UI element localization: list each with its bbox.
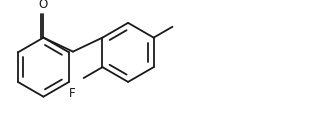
Text: O: O [39, 0, 48, 11]
Text: F: F [69, 87, 76, 100]
